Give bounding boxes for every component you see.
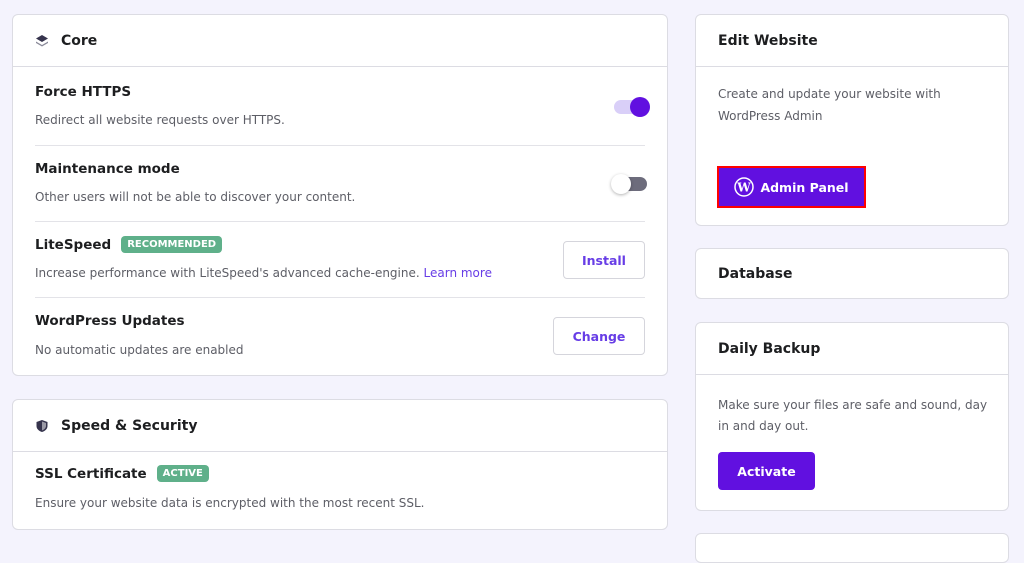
- core-title: Core: [61, 32, 98, 49]
- admin-panel-label: Admin Panel: [760, 179, 849, 195]
- recommended-badge: RECOMMENDED: [121, 236, 223, 253]
- active-badge: ACTIVE: [156, 465, 209, 482]
- activate-button[interactable]: Activate: [718, 452, 815, 490]
- next-card: [695, 533, 1009, 563]
- maintenance-title: Maintenance mode: [35, 161, 180, 177]
- ssl-desc: Ensure your website data is encrypted wi…: [35, 496, 425, 510]
- change-button[interactable]: Change: [553, 317, 645, 355]
- speed-header: Speed & Security: [13, 400, 667, 452]
- force-https-toggle[interactable]: [614, 97, 650, 117]
- core-header: Core: [13, 15, 667, 67]
- ssl-title: SSL Certificate: [35, 466, 147, 482]
- edit-header: Edit Website: [696, 15, 1008, 67]
- core-card: Core Force HTTPS Redirect all website re…: [12, 14, 668, 376]
- litespeed-title: LiteSpeed: [35, 237, 112, 253]
- svg-text:W: W: [737, 181, 752, 195]
- backup-header: Daily Backup: [696, 323, 1008, 375]
- admin-panel-button[interactable]: W Admin Panel: [717, 166, 866, 208]
- maintenance-desc: Other users will not be able to discover…: [35, 190, 356, 204]
- force-https-title: Force HTTPS: [35, 84, 132, 100]
- daily-backup-card: Daily Backup Make sure your files are sa…: [695, 322, 1009, 511]
- database-card[interactable]: Database: [695, 248, 1009, 299]
- wp-updates-desc: No automatic updates are enabled: [35, 343, 244, 357]
- learn-more-link[interactable]: Learn more: [423, 266, 492, 280]
- edit-website-card: Edit Website Create and update your webs…: [695, 14, 1009, 226]
- install-button[interactable]: Install: [563, 241, 645, 279]
- wp-updates-title: WordPress Updates: [35, 313, 185, 329]
- litespeed-desc: Increase performance with LiteSpeed's ad…: [35, 266, 420, 280]
- shield-icon: [36, 419, 48, 432]
- edit-desc: Create and update your website with Word…: [718, 87, 941, 123]
- layers-icon: [36, 34, 48, 46]
- maintenance-toggle[interactable]: [611, 174, 647, 194]
- wordpress-icon: W: [734, 177, 755, 197]
- force-https-desc: Redirect all website requests over HTTPS…: [35, 113, 285, 127]
- speed-title: Speed & Security: [61, 417, 198, 434]
- database-header[interactable]: Database: [718, 265, 793, 282]
- backup-desc: Make sure your files are safe and sound,…: [718, 398, 988, 433]
- speed-security-card: Speed & Security SSL Certificate ACTIVE E…: [12, 399, 668, 530]
